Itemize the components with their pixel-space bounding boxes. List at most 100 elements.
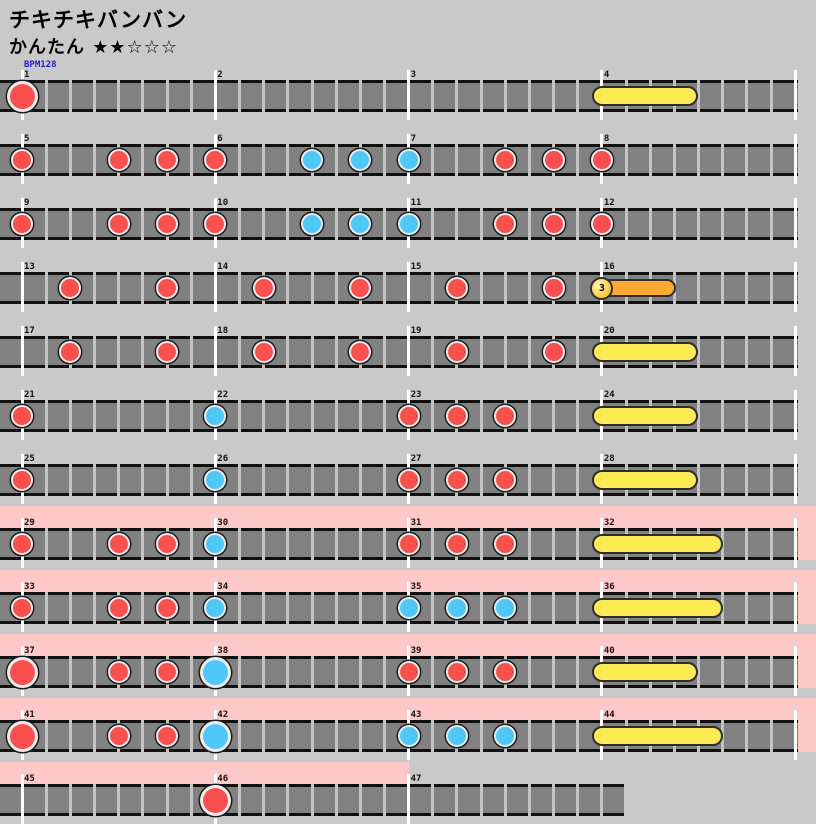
measure-number: 21 (24, 390, 35, 400)
measure-number: 33 (24, 582, 35, 592)
ka-note (351, 215, 370, 233)
beat-divider (93, 528, 96, 560)
ka-note (303, 215, 321, 233)
beat-divider (44, 144, 48, 176)
beat-divider (552, 528, 556, 560)
measure-number: 40 (603, 646, 615, 656)
beat-divider (165, 784, 169, 816)
measure-number: 16 (603, 262, 615, 272)
beat-divider (238, 720, 241, 752)
beat-divider (358, 400, 362, 432)
beat-divider (334, 144, 338, 176)
beat-divider (527, 400, 531, 432)
beat-divider (334, 400, 338, 432)
don-note (158, 215, 176, 233)
difficulty-stars: ★★☆☆☆ (92, 37, 178, 58)
measure-number: 9 (24, 198, 30, 208)
measure-number: 4 (603, 70, 610, 80)
beat-divider (697, 464, 701, 496)
beat-divider (527, 272, 531, 304)
measure-line (213, 326, 217, 376)
beat-divider (358, 464, 362, 496)
beat-divider (334, 272, 338, 304)
beat-divider (68, 144, 72, 176)
beat-divider (721, 272, 725, 304)
measure-line (793, 710, 797, 760)
beat-divider (455, 784, 459, 816)
beat-divider (141, 208, 145, 240)
ka-note (447, 727, 466, 745)
measure-line (213, 70, 217, 120)
beat-divider (334, 720, 338, 752)
don-note (447, 535, 466, 553)
beat-divider (44, 272, 48, 304)
don-note (206, 151, 225, 169)
don-note (13, 151, 31, 169)
beat-divider (576, 464, 580, 496)
beat-divider (769, 400, 773, 432)
beat-divider (262, 464, 266, 496)
measure-number: 1 (24, 70, 30, 80)
measure-line (793, 390, 797, 440)
beat-divider (745, 656, 749, 688)
beat-divider (745, 592, 749, 624)
measure-line (793, 198, 797, 248)
beat-divider (165, 400, 169, 432)
beat-divider (769, 80, 773, 112)
measure-number: 2 (217, 70, 223, 80)
beat-divider (745, 144, 749, 176)
beat-divider (286, 464, 290, 496)
beat-divider (68, 400, 72, 432)
don-note (61, 279, 80, 297)
beat-divider (286, 80, 290, 112)
don-note (544, 215, 563, 233)
ka-note (206, 599, 225, 617)
don-note (61, 343, 80, 361)
don-note (254, 343, 273, 361)
measure-number: 35 (410, 582, 422, 592)
beat-divider (769, 272, 773, 304)
measure-number: 22 (217, 390, 229, 400)
beat-divider (527, 208, 531, 240)
drumroll-note (591, 726, 723, 746)
beat-divider (527, 528, 531, 560)
beat-divider (552, 784, 556, 816)
beat-divider (479, 208, 483, 240)
ka-note (206, 407, 225, 425)
beat-divider (262, 528, 266, 560)
measure-number: 14 (217, 262, 229, 272)
beat-divider (769, 336, 773, 368)
beat-divider (431, 272, 435, 304)
beat-divider (382, 528, 386, 560)
measure-number: 42 (217, 710, 229, 720)
beat-divider (382, 592, 386, 624)
beat-divider (431, 528, 435, 560)
measure-line (793, 262, 797, 312)
beat-divider (431, 592, 435, 624)
beat-divider (262, 656, 266, 688)
measure-number: 47 (410, 774, 422, 784)
ka-note (206, 471, 225, 489)
beat-divider (648, 144, 652, 176)
beat-divider (189, 208, 193, 240)
measure-line (407, 774, 411, 824)
beat-divider (672, 208, 676, 240)
beat-divider (238, 528, 241, 560)
measure-number: 11 (410, 198, 422, 208)
beat-divider (68, 464, 72, 496)
beat-divider (238, 272, 241, 304)
beat-divider (238, 80, 241, 112)
drumroll-note (591, 342, 698, 362)
don-note (109, 727, 128, 745)
beat-divider (310, 336, 314, 368)
beat-divider (721, 656, 725, 688)
beat-divider (189, 784, 193, 816)
beat-divider (503, 272, 507, 304)
beat-divider (93, 80, 96, 112)
beat-divider (672, 144, 676, 176)
beat-divider (479, 464, 483, 496)
beat-divider (238, 784, 241, 816)
drumroll-note (591, 534, 723, 554)
beat-divider (648, 208, 652, 240)
